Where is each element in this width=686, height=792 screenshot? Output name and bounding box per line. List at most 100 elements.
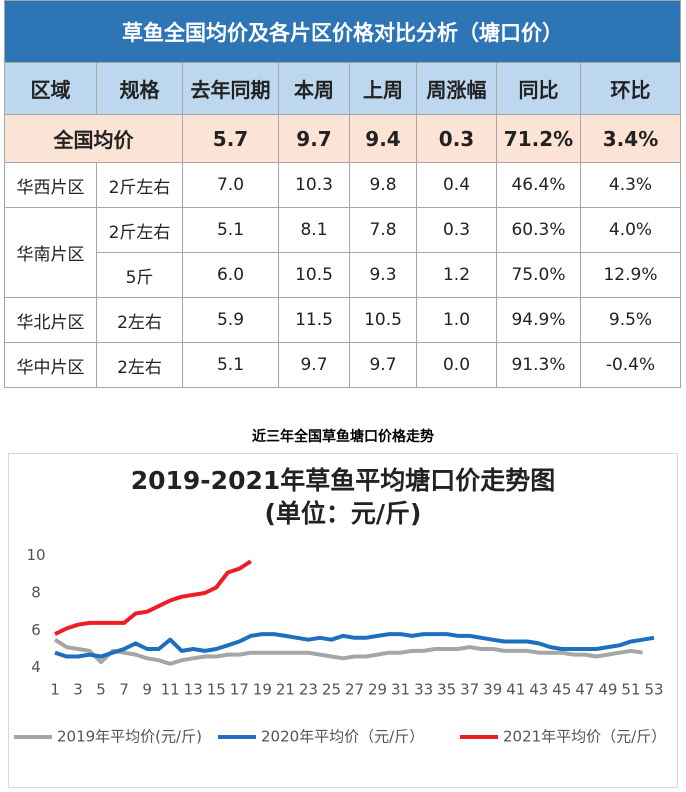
caption: 近三年全国草鱼塘口价格走势 [252,428,434,445]
table-cell: 94.9% [496,297,581,343]
table-cell: 华西片区 [4,162,97,208]
national-cell: 5.7 [182,114,279,163]
table-cell: 9.8 [349,162,417,208]
x-tick-label: 1 [50,681,60,699]
x-tick-label: 37 [460,681,479,699]
table-cell: 7.8 [349,207,417,253]
table-row: 5斤 6.0 10.5 9.3 1.2 75.0% 12.9% [5,252,681,298]
x-tick-label: 19 [253,681,272,699]
x-tick-label: 9 [142,681,152,699]
national-cell: 0.3 [416,114,497,163]
table-cell: 5.1 [182,207,279,253]
x-tick-label: 39 [483,681,502,699]
table-row: 华西片区 2斤左右 7.0 10.3 9.8 0.4 46.4% 4.3% [4,162,681,208]
table-cell: 9.5% [580,297,681,343]
table-cell: 91.3% [496,342,581,388]
table-row: 华中片区 2左右 5.1 9.7 9.7 0.0 91.3% -0.4% [4,342,681,388]
x-tick-label: 49 [598,681,617,699]
x-tick-label: 35 [437,681,456,699]
header-cell: 同比 [496,62,581,115]
x-tick-label: 41 [506,681,525,699]
table-cell: 0.0 [416,342,497,388]
table-cell: 2左右 [96,342,183,388]
table-cell: -0.4% [580,342,681,388]
table-cell: 1.0 [416,297,497,343]
table-cell: 10.5 [349,297,417,343]
price-table: 草鱼全国均价及各片区价格对比分析（塘口价） 区域 规格 去年同期 本周 上周 周涨幅 同比 环比… [4,0,681,388]
legend-label: 2020年平均价（元/斤） [261,728,424,746]
table-cell: 5.9 [182,297,279,343]
x-tick-label: 47 [575,681,594,699]
x-tick-label: 45 [552,681,571,699]
table-cell: 10.3 [278,162,350,208]
national-cell: 9.7 [278,114,350,163]
x-tick-label: 17 [230,681,249,699]
table-row: 全国均价 5.7 9.7 9.4 0.3 71.2% 3.4% [4,114,681,163]
x-tick-label: 3 [73,681,83,699]
header-cell: 环比 [580,62,681,115]
table-cell: 75.0% [496,252,581,298]
chart-title: 2019-2021年草鱼平均塘口价走势图 [131,466,556,495]
table-cell: 7.0 [182,162,279,208]
chart-frame [8,453,678,788]
table-cell: 12.9% [580,252,681,298]
national-cell: 9.4 [349,114,417,163]
y-tick-label: 8 [31,584,41,602]
table-cell: 4.0% [580,207,681,253]
x-tick-label: 7 [119,681,129,699]
x-tick-label: 11 [161,681,180,699]
header-cell: 本周 [278,62,350,115]
national-cell: 3.4% [580,114,681,163]
table-row: 华北片区 2左右 5.9 11.5 10.5 1.0 94.9% 9.5% [4,297,681,343]
x-tick-label: 43 [529,681,548,699]
chart-subtitle: (单位：元/斤) [265,499,422,528]
table-cell: 8.1 [278,207,350,253]
x-tick-label: 53 [644,681,663,699]
table-cell: 0.4 [416,162,497,208]
table-cell: 2斤左右 [96,162,183,208]
table-cell: 1.2 [416,252,497,298]
legend-label: 2019年平均价(元/斤) [57,728,202,746]
x-tick-label: 25 [322,681,341,699]
table-cell: 11.5 [278,297,350,343]
table-cell: 0.3 [416,207,497,253]
table-cell: 2斤左右 [96,207,183,253]
x-tick-label: 51 [621,681,640,699]
table-title: 草鱼全国均价及各片区价格对比分析（塘口价） [4,0,681,63]
table-cell: 9.7 [349,342,417,388]
x-tick-label: 31 [391,681,410,699]
y-tick-label: 10 [26,546,45,564]
table-cell: 2左右 [96,297,183,343]
table-row: 区域 规格 去年同期 本周 上周 周涨幅 同比 环比 [4,62,681,115]
header-cell: 周涨幅 [416,62,497,115]
series-line [53,638,643,666]
series-line [54,632,655,659]
x-tick-label: 23 [299,681,318,699]
x-tick-label: 29 [368,681,387,699]
x-tick-label: 33 [414,681,433,699]
x-tick-label: 15 [207,681,226,699]
y-tick-label: 4 [31,658,41,676]
x-tick-label: 21 [276,681,295,699]
table-cell: 60.3% [496,207,581,253]
x-tick-label: 13 [184,681,203,699]
legend-label: 2021年平均价（元/斤） [503,728,666,746]
header-cell: 规格 [96,62,183,115]
table-cell: 华南片区 [4,207,97,298]
y-tick-label: 6 [31,621,41,639]
x-tick-label: 27 [345,681,364,699]
table-cell: 4.3% [580,162,681,208]
header-cell: 去年同期 [182,62,279,115]
table-cell: 6.0 [182,252,279,298]
header-cell: 上周 [349,62,417,115]
national-label: 全国均价 [4,114,183,163]
header-cell: 区域 [4,62,97,115]
x-tick-label: 5 [96,681,106,699]
table-cell: 5斤 [96,252,183,298]
national-cell: 71.2% [496,114,581,163]
table-row: 华南片区 2斤左右 5.1 8.1 7.8 0.3 60.3% 4.0% [4,207,681,298]
table-cell: 华北片区 [4,297,97,343]
table-cell: 5.1 [182,342,279,388]
